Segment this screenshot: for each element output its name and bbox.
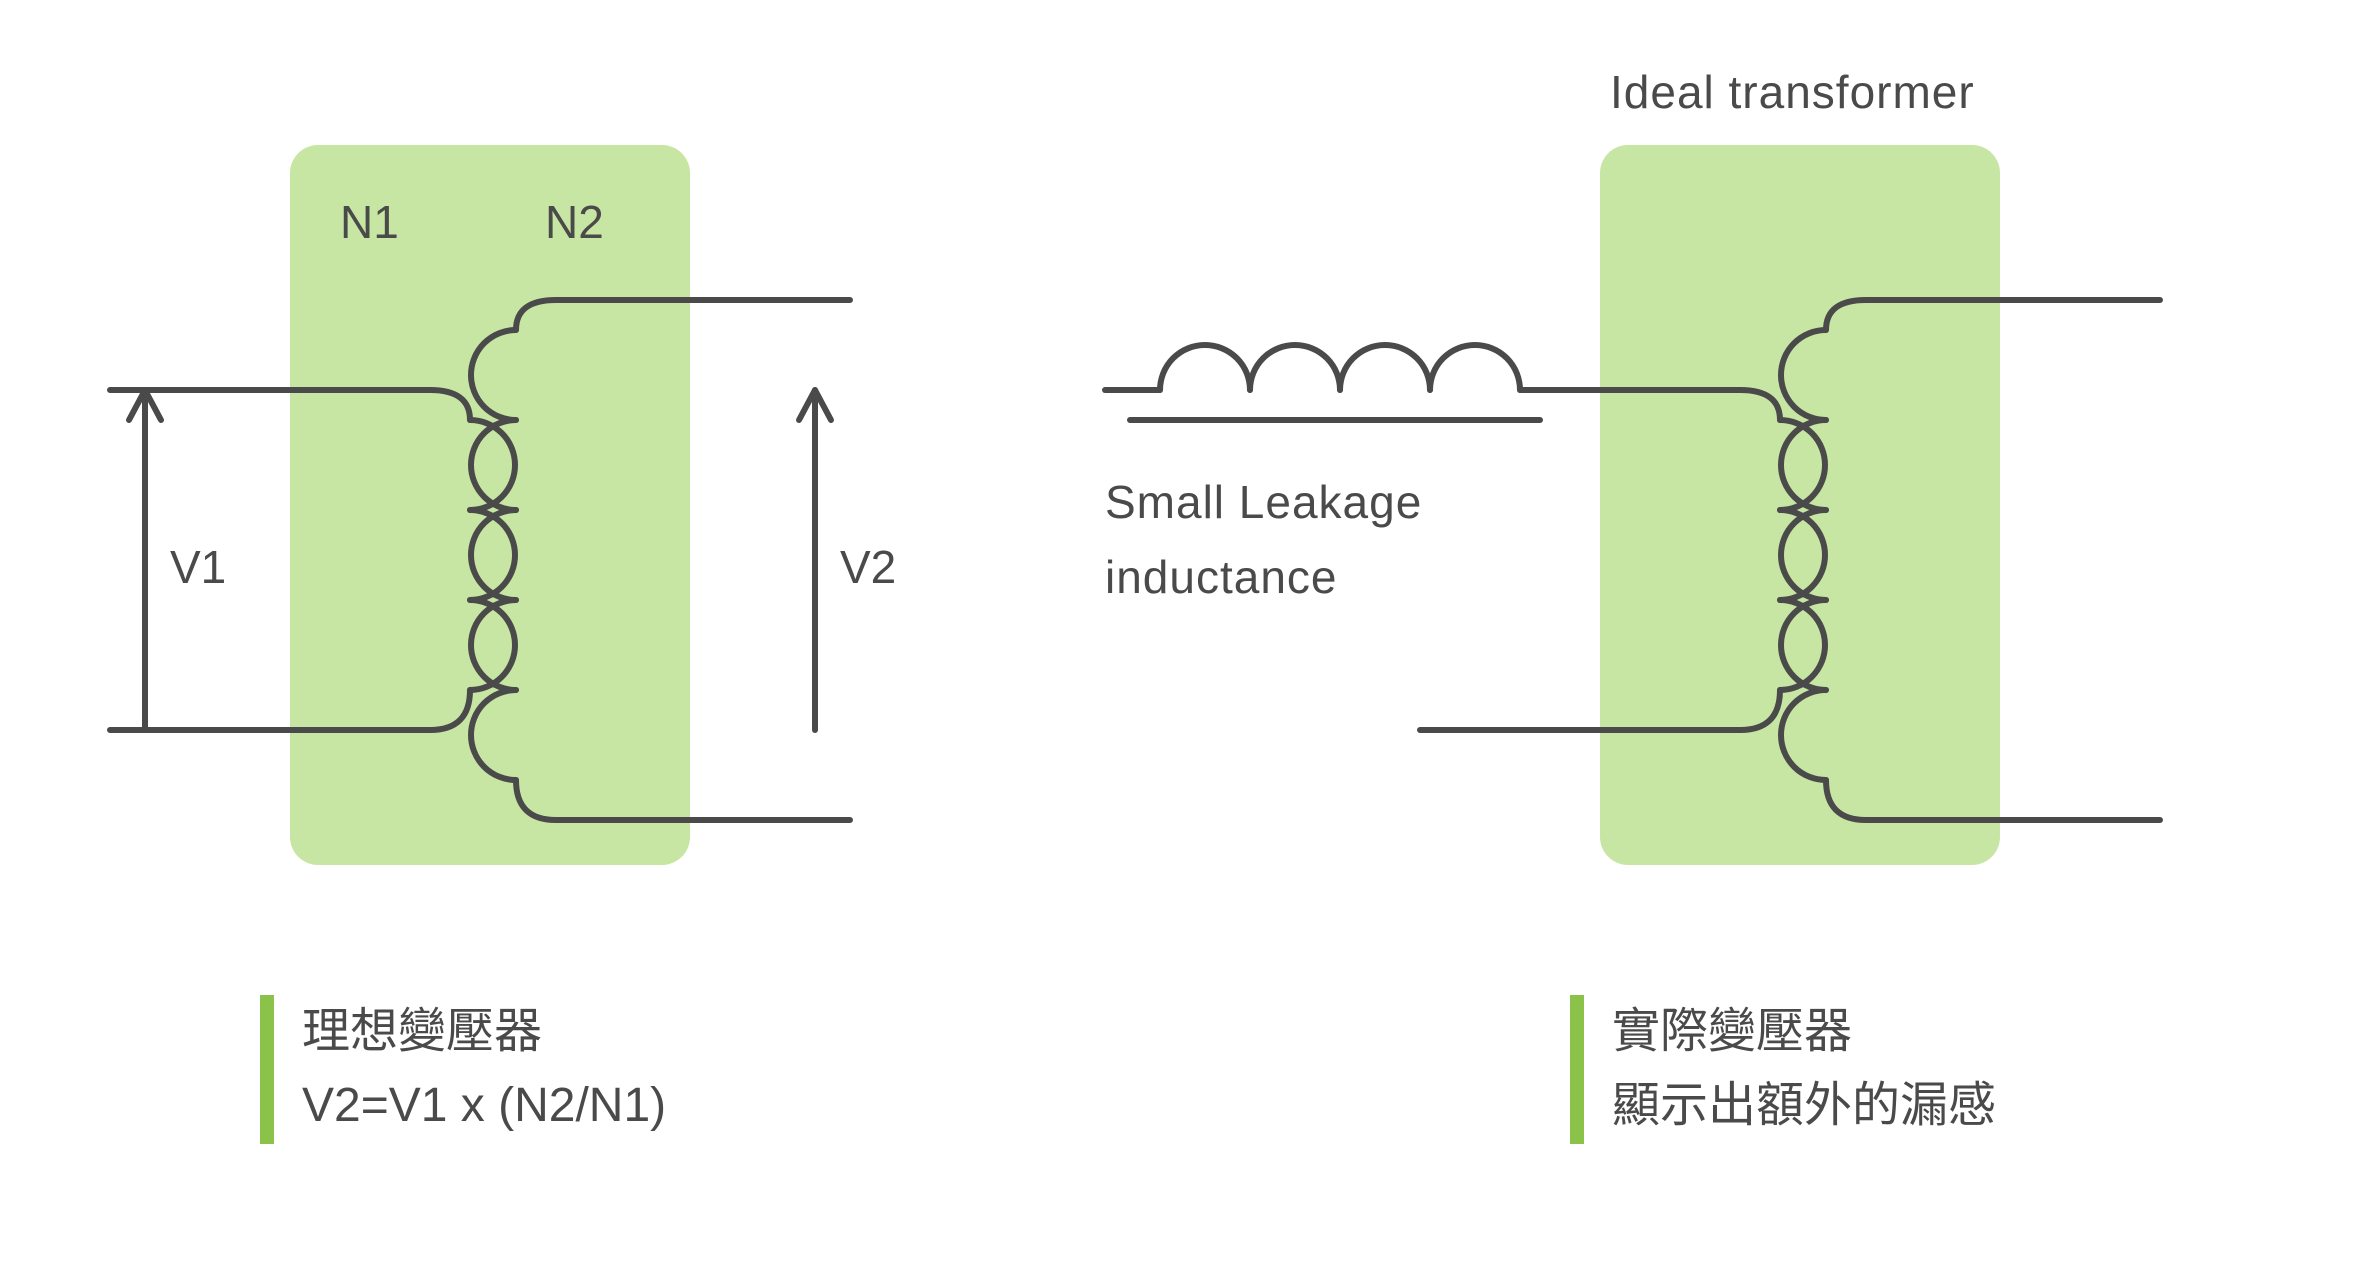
left-caption-line2: V2=V1 x (N2/N1) [302,1069,666,1143]
right-caption-line1: 實際變壓器 [1612,995,1996,1069]
left-caption: 理想變壓器 V2=V1 x (N2/N1) [260,995,666,1144]
accent-bar-icon [260,995,274,1144]
label-leakage-1: Small Leakage [1105,475,1422,529]
left-caption-line1: 理想變壓器 [302,995,666,1069]
label-n1: N1 [340,195,399,249]
right-caption-line2: 顯示出額外的漏感 [1612,1069,1996,1143]
label-leakage-2: inductance [1105,550,1338,604]
right-core [1600,145,2000,865]
diagram-canvas: N1 N2 V1 V2 Ideal transformer Small Leak… [0,0,2365,1266]
label-v1: V1 [170,540,226,594]
accent-bar-icon [1570,995,1584,1144]
label-n2: N2 [545,195,604,249]
right-caption: 實際變壓器 顯示出額外的漏感 [1570,995,1996,1144]
label-v2: V2 [840,540,896,594]
label-ideal-transformer: Ideal transformer [1610,65,1975,119]
left-core [290,145,690,865]
